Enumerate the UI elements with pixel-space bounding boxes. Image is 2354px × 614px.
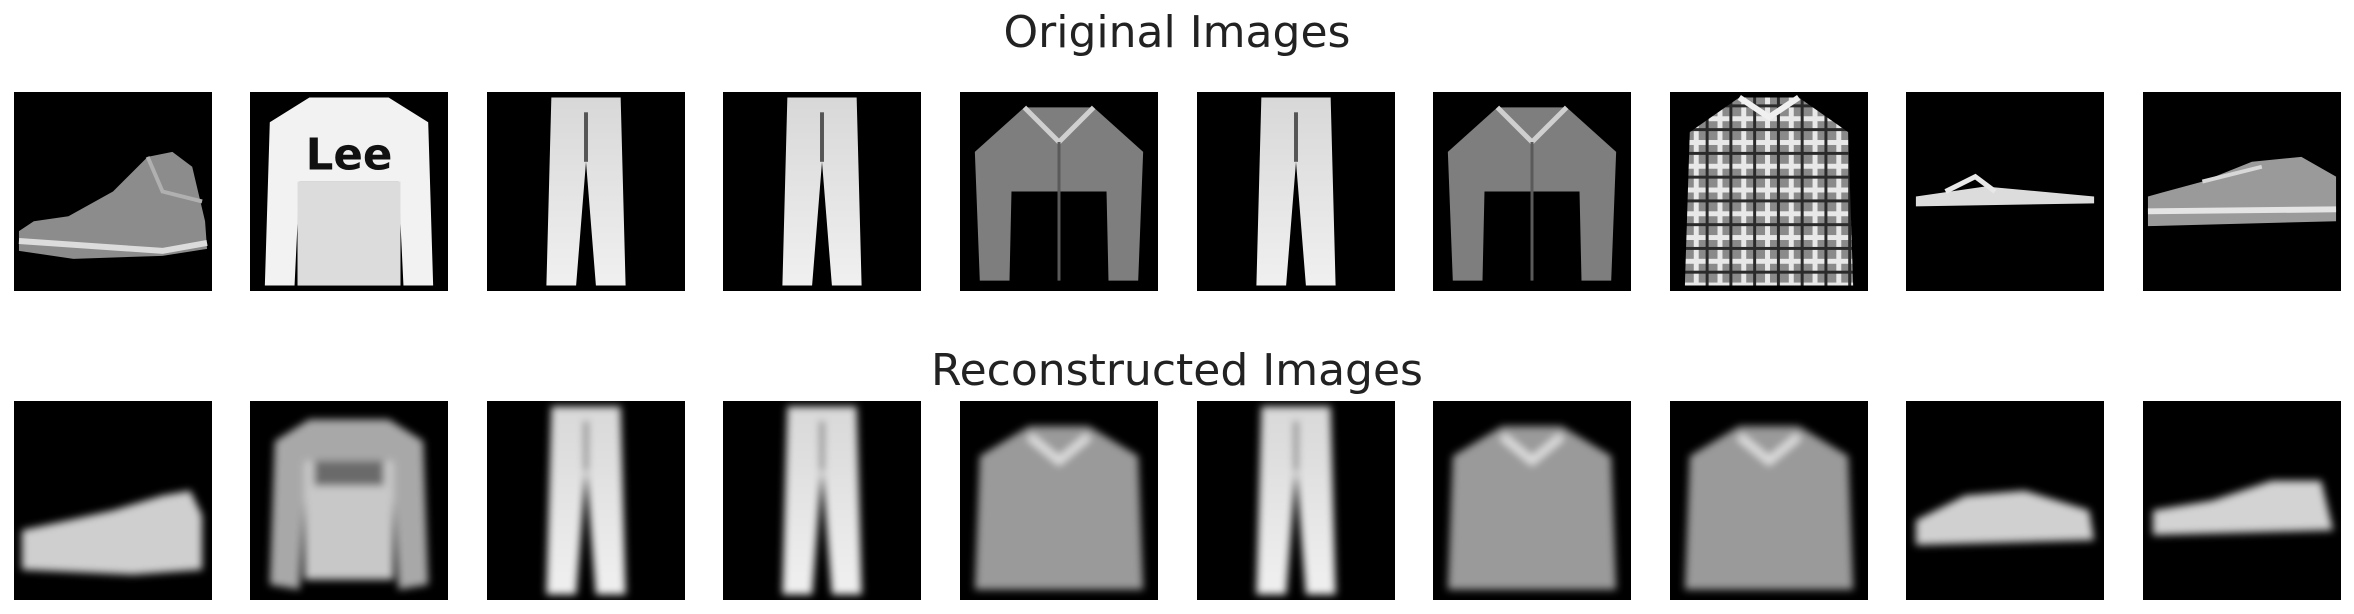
original-image-trouser <box>723 92 921 291</box>
reconstructed-image-ankle-boot <box>14 401 212 600</box>
original-image-pullover: Lee <box>250 92 448 291</box>
original-image-shirt <box>1433 92 1631 291</box>
original-image-trouser <box>1197 92 1395 291</box>
pullover-print-text: Lee <box>306 131 393 181</box>
reconstructed-image-pullover <box>250 401 448 600</box>
reconstructed-image-sneaker <box>2143 401 2341 600</box>
reconstructed-image-shirt <box>960 401 1158 600</box>
reconstructed-image-trouser <box>487 401 685 600</box>
original-image-ankle-boot <box>14 92 212 291</box>
reconstructed-image-trouser <box>723 401 921 600</box>
reconstructed-images-row <box>0 401 2354 600</box>
reconstructed-image-shirt <box>1670 401 1868 600</box>
reconstructed-images-title: Reconstructed Images <box>931 345 1423 396</box>
original-image-trouser <box>487 92 685 291</box>
original-images-row: Lee <box>0 92 2354 291</box>
original-image-shirt-plaid <box>1670 92 1868 291</box>
original-image-sandal <box>1906 92 2104 291</box>
reconstructed-image-trouser <box>1197 401 1395 600</box>
reconstructed-image-shirt <box>1433 401 1631 600</box>
original-image-shirt <box>960 92 1158 291</box>
reconstructed-image-sandal <box>1906 401 2104 600</box>
original-image-sneaker <box>2143 92 2341 291</box>
original-images-title: Original Images <box>1003 7 1351 58</box>
